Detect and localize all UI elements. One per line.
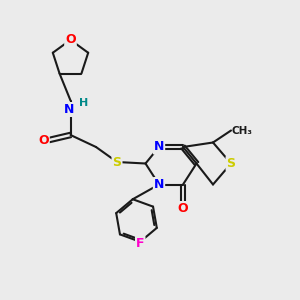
Text: O: O xyxy=(38,134,49,148)
Text: S: S xyxy=(112,155,122,169)
Text: N: N xyxy=(64,103,74,116)
Text: O: O xyxy=(65,33,76,46)
Text: CH₃: CH₃ xyxy=(232,125,253,136)
Text: H: H xyxy=(80,98,88,109)
Text: N: N xyxy=(154,140,164,154)
Text: N: N xyxy=(154,178,164,191)
Text: F: F xyxy=(136,237,145,250)
Text: S: S xyxy=(226,157,236,170)
Text: O: O xyxy=(178,202,188,215)
